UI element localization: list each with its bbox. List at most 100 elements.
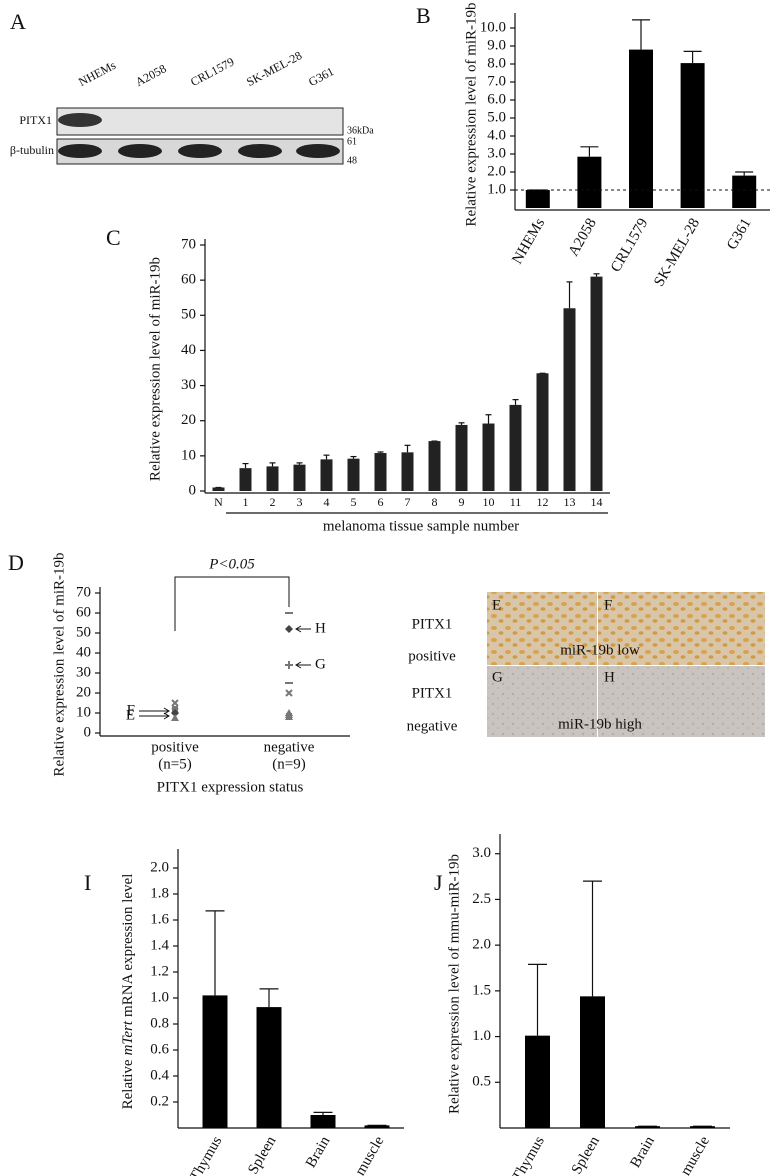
y-tick-label: 1.6 <box>150 911 169 927</box>
panel-letter: C <box>106 225 121 250</box>
x-tick-note: (n=5) <box>158 756 191 772</box>
y-tick-label: 5.0 <box>487 109 506 125</box>
micro-letter: E <box>492 597 501 613</box>
point <box>285 689 293 697</box>
micrograph <box>598 592 765 665</box>
bar <box>256 1007 282 1128</box>
y-axis-label: Relative expression level of miR-19b <box>51 552 67 776</box>
arrow <box>139 712 170 720</box>
x-tick-label: A2058 <box>566 216 600 259</box>
bar <box>202 995 228 1128</box>
y-tick-label: 70 <box>76 584 91 600</box>
y-tick-label: 30 <box>76 664 91 680</box>
y-tick-label: 10.0 <box>480 19 506 35</box>
y-label-part: Relative <box>120 1059 136 1109</box>
y-tick-label: 2.0 <box>150 859 169 875</box>
x-tick-label: 9 <box>459 495 465 509</box>
y-tick-label: 3.0 <box>472 845 491 861</box>
y-tick-label: 2.0 <box>472 937 491 953</box>
significance-bracket <box>174 576 290 631</box>
point <box>285 661 293 669</box>
lane-label: A2058 <box>133 61 168 89</box>
y-tick-label: 1.0 <box>472 1028 491 1044</box>
micrograph <box>598 666 765 737</box>
lane-label: CRL1579 <box>188 54 236 89</box>
bar <box>482 423 495 491</box>
lane-label: SK-MEL-28 <box>244 48 304 89</box>
x-tick-label: 10 <box>483 495 495 509</box>
panel-letter: I <box>84 870 91 895</box>
arrow-label: H <box>315 620 326 636</box>
panel-letter: J <box>434 870 443 895</box>
x-tick-label: 4 <box>324 495 330 509</box>
y-tick-label: 40 <box>76 644 91 660</box>
bar <box>525 1035 550 1128</box>
y-tick-label: 8.0 <box>487 55 506 71</box>
bar <box>401 452 414 491</box>
y-tick-label: 3.0 <box>487 145 506 161</box>
bar <box>525 190 550 208</box>
bar <box>293 464 306 491</box>
bar <box>374 453 387 491</box>
x-tick-label: 11 <box>510 495 522 509</box>
y-axis-label: Relative expression level of miR-19b <box>147 257 163 481</box>
micro-letter: G <box>492 669 503 685</box>
bar <box>320 459 333 491</box>
x-tick-label: SK-MEL-28 <box>651 216 703 290</box>
y-tick-label: 70 <box>181 236 196 252</box>
x-tick-label: 5 <box>351 495 357 509</box>
bar <box>577 156 602 208</box>
x-tick-label: Thymus <box>509 1134 548 1176</box>
x-tick-label: 13 <box>564 495 576 509</box>
row-label: PITX1 <box>412 685 453 701</box>
point <box>171 699 179 707</box>
x-tick-label: 1 <box>243 495 249 509</box>
marker-label: 61 <box>347 136 357 147</box>
arrow-label: G <box>315 656 326 672</box>
bar <box>347 458 360 491</box>
row-label: PITX1 <box>19 113 52 127</box>
bar <box>590 276 603 491</box>
bar <box>364 1125 390 1128</box>
blot: A NHEMs A2058 CRL1579 SK-MEL-28 G361 PIT… <box>10 9 374 166</box>
bar <box>629 49 653 208</box>
bar <box>536 373 549 491</box>
y-tick-label: 10 <box>181 447 196 463</box>
caption: miR-19b high <box>558 716 642 732</box>
micro-letter: F <box>604 597 612 613</box>
y-tick-label: 0.5 <box>472 1074 491 1090</box>
x-tick-label: CRL1579 <box>608 216 651 275</box>
y-tick-label: 20 <box>181 412 196 428</box>
x-axis-label: melanoma tissue sample number <box>323 518 519 534</box>
y-tick-label: 0 <box>84 724 92 740</box>
bar <box>580 996 605 1128</box>
band <box>58 144 102 158</box>
arrow <box>139 707 170 715</box>
y-axis-label: Relative expression level of mmu-miR-19b <box>446 854 462 1114</box>
x-tick-label: muscle <box>678 1133 713 1176</box>
y-axis-label: Relative mTert mRNA expression level <box>120 874 136 1110</box>
x-tick-label: NHEMs <box>509 216 548 267</box>
point <box>171 714 179 721</box>
band <box>238 144 282 158</box>
bar <box>732 175 757 208</box>
y-tick-label: 30 <box>181 377 196 393</box>
y-tick-label: 0.4 <box>150 1067 169 1083</box>
lane-label: NHEMs <box>76 58 118 89</box>
row-label: PITX1 <box>412 616 453 632</box>
y-tick-label: 0.2 <box>150 1093 169 1109</box>
x-tick-label: Thymus <box>187 1134 226 1176</box>
micrograph <box>487 592 597 665</box>
y-tick-label: 1.8 <box>150 885 169 901</box>
marker-label: 48 <box>347 155 357 166</box>
bar <box>212 487 225 491</box>
y-tick-label: 9.0 <box>487 37 506 53</box>
bar <box>635 1126 660 1128</box>
x-tick-label: 7 <box>405 495 411 509</box>
x-tick-label: 8 <box>432 495 438 509</box>
marker-label: 36kDa <box>347 125 374 136</box>
lane-label: G361 <box>306 64 336 89</box>
x-tick-label: 14 <box>591 495 603 509</box>
y-label-part: mRNA expression level <box>120 874 136 1017</box>
